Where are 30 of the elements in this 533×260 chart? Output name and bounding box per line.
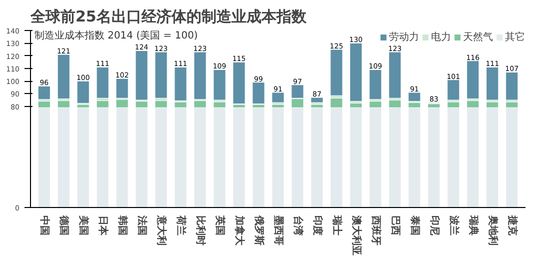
x-tick-label: 加拿大 — [234, 214, 246, 246]
x-tick-label: 英国 — [214, 214, 226, 236]
x-tick-label: 德国 — [58, 214, 70, 236]
x-tick-label: 瑞士 — [330, 214, 343, 236]
x-tick-label: 巴西 — [389, 216, 400, 236]
x-tick-label: 奥地利 — [486, 214, 499, 246]
x-tick-label: 澳大利亚 — [350, 214, 362, 256]
x-tick-label: 美国 — [78, 214, 90, 236]
legend-label: 电力 — [431, 30, 451, 44]
x-tick-label: 瑞典 — [467, 214, 480, 236]
x-tick-label: 印度 — [311, 216, 324, 236]
x-tick-label: 荷兰 — [175, 214, 188, 236]
legend-label: 其它 — [505, 30, 525, 44]
x-tick-label: 台湾 — [292, 216, 304, 236]
x-tick-label: 印尼 — [428, 216, 440, 236]
x-tick-label: 韩国 — [116, 214, 129, 236]
x-tick-label: 意大利 — [156, 214, 168, 246]
chart-title: 全球前25名出口经济体的制造业成本指数 — [30, 8, 308, 26]
x-tick-label: 墨西哥 — [272, 214, 284, 246]
x-tick-label: 法国 — [136, 214, 148, 236]
x-tick-label: 泰国 — [408, 214, 421, 236]
x-tick-label: 西班牙 — [370, 214, 382, 246]
x-tick-label: 波兰 — [448, 214, 460, 236]
x-tick-label: 中国 — [38, 216, 51, 236]
x-tick-label: 比利时 — [194, 216, 207, 246]
x-tick-label: 日本 — [97, 216, 110, 236]
legend-label: 劳动力 — [389, 30, 419, 44]
x-tick-label: 捷克 — [506, 214, 518, 236]
legend-label: 天然气 — [463, 31, 493, 44]
x-tick-label: 俄罗斯 — [253, 214, 266, 246]
